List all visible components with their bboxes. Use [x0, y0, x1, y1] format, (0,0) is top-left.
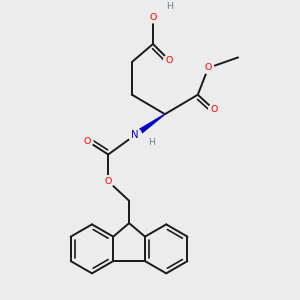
Circle shape [165, 2, 174, 11]
Text: O: O [205, 63, 212, 72]
Circle shape [82, 135, 93, 147]
Text: O: O [166, 56, 173, 65]
Circle shape [202, 62, 214, 74]
Text: O: O [104, 177, 112, 186]
Circle shape [128, 128, 142, 142]
Text: O: O [211, 105, 218, 114]
Circle shape [164, 55, 175, 66]
Circle shape [147, 11, 159, 23]
Text: O: O [84, 136, 91, 146]
Polygon shape [134, 114, 165, 137]
Circle shape [147, 138, 156, 147]
Text: H: H [148, 138, 155, 147]
Circle shape [208, 104, 220, 116]
Text: O: O [149, 13, 157, 22]
Circle shape [103, 176, 114, 187]
Text: H: H [166, 2, 173, 11]
Text: N: N [131, 130, 139, 140]
